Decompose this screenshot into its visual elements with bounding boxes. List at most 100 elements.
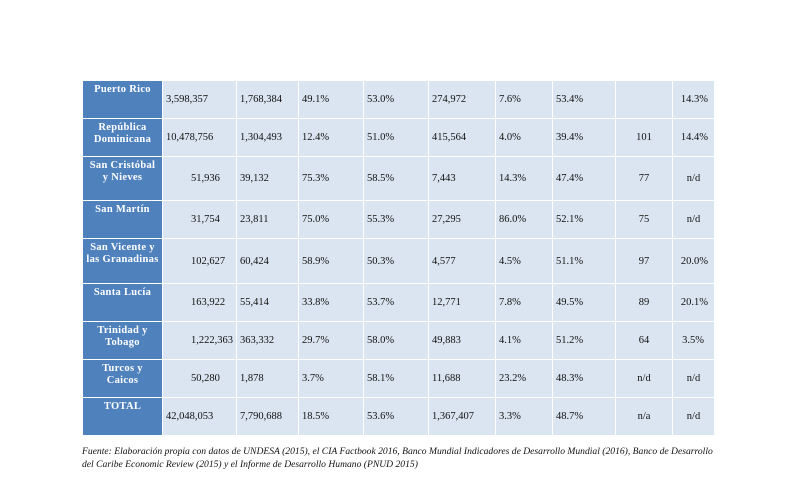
table-cell: 49.5% bbox=[552, 283, 616, 322]
table-cell: 7.6% bbox=[495, 80, 553, 119]
table-cell: 4.0% bbox=[495, 118, 553, 157]
table-cell: 51.2% bbox=[552, 321, 616, 360]
table-row: Turcos y Caicos 50,280 1,878 3.7% 58.1% … bbox=[82, 359, 715, 398]
source-footnote: Fuente: Elaboración propia con datos de … bbox=[82, 446, 713, 470]
table-cell: 1,222,363 bbox=[162, 321, 237, 360]
row-label: San Vicente y las Granadinas bbox=[82, 238, 163, 284]
table-cell: 101 bbox=[615, 118, 673, 157]
table-cell: n/a bbox=[615, 397, 673, 436]
table-cell: 47.4% bbox=[552, 156, 616, 201]
table-cell: 102,627 bbox=[162, 238, 237, 284]
table-cell: 14.4% bbox=[672, 118, 715, 157]
table-cell: 7.8% bbox=[495, 283, 553, 322]
table-row: Trinidad y Tobago 1,222,363 363,332 29.7… bbox=[82, 321, 715, 360]
row-label: República Dominicana bbox=[82, 118, 163, 157]
table-cell: 3,598,357 bbox=[162, 80, 237, 119]
table-cell: 53.7% bbox=[363, 283, 429, 322]
table-cell: 53.0% bbox=[363, 80, 429, 119]
table-cell: 415,564 bbox=[428, 118, 496, 157]
table-cell: 49.1% bbox=[298, 80, 364, 119]
table-cell: 49,883 bbox=[428, 321, 496, 360]
table-cell: 31,754 bbox=[162, 200, 237, 239]
table-cell: 12,771 bbox=[428, 283, 496, 322]
table-cell: 33.8% bbox=[298, 283, 364, 322]
table-cell: 18.5% bbox=[298, 397, 364, 436]
table-cell: 55,414 bbox=[236, 283, 299, 322]
table-cell: 3.7% bbox=[298, 359, 364, 398]
table-cell: 4.1% bbox=[495, 321, 553, 360]
table-cell: 60,424 bbox=[236, 238, 299, 284]
table-cell: 3.5% bbox=[672, 321, 715, 360]
table-cell: 7,790,688 bbox=[236, 397, 299, 436]
table-cell: 14.3% bbox=[672, 80, 715, 119]
table-cell: 1,367,407 bbox=[428, 397, 496, 436]
table-cell: 4,577 bbox=[428, 238, 496, 284]
table-cell: 20.0% bbox=[672, 238, 715, 284]
table-cell: 4.5% bbox=[495, 238, 553, 284]
table-cell: 53.6% bbox=[363, 397, 429, 436]
table-cell: 86.0% bbox=[495, 200, 553, 239]
table-row: Santa Lucía 163,922 55,414 33.8% 53.7% 1… bbox=[82, 283, 715, 322]
table-cell: 1,768,384 bbox=[236, 80, 299, 119]
row-label: Trinidad y Tobago bbox=[82, 321, 163, 360]
row-label: San Martín bbox=[82, 200, 163, 239]
table-cell: 58.9% bbox=[298, 238, 364, 284]
table-row: Puerto Rico 3,598,357 1,768,384 49.1% 53… bbox=[82, 80, 715, 119]
table-cell: 77 bbox=[615, 156, 673, 201]
table-cell: 23.2% bbox=[495, 359, 553, 398]
table-row: TOTAL 42,048,053 7,790,688 18.5% 53.6% 1… bbox=[82, 397, 715, 436]
table-cell: 58.0% bbox=[363, 321, 429, 360]
table-cell: 27,295 bbox=[428, 200, 496, 239]
table-cell: 42,048,053 bbox=[162, 397, 237, 436]
table-cell: 12.4% bbox=[298, 118, 364, 157]
table-row: República Dominicana 10,478,756 1,304,49… bbox=[82, 118, 715, 157]
table-cell: 75.3% bbox=[298, 156, 364, 201]
table-cell: 48.7% bbox=[552, 397, 616, 436]
table-cell: 50,280 bbox=[162, 359, 237, 398]
table-cell: 10,478,756 bbox=[162, 118, 237, 157]
table-cell: 51.0% bbox=[363, 118, 429, 157]
table-row: San Martín 31,754 23,811 75.0% 55.3% 27,… bbox=[82, 200, 715, 239]
table-cell: 97 bbox=[615, 238, 673, 284]
table-cell bbox=[615, 80, 673, 119]
table-body: Puerto Rico 3,598,357 1,768,384 49.1% 53… bbox=[82, 80, 715, 436]
table-cell: 64 bbox=[615, 321, 673, 360]
table-cell: 14.3% bbox=[495, 156, 553, 201]
table-cell: n/d bbox=[615, 359, 673, 398]
table-cell: 20.1% bbox=[672, 283, 715, 322]
row-label: Santa Lucía bbox=[82, 283, 163, 322]
table-cell: 29.7% bbox=[298, 321, 364, 360]
table-cell: 39.4% bbox=[552, 118, 616, 157]
table-cell: 11,688 bbox=[428, 359, 496, 398]
table-cell: 363,332 bbox=[236, 321, 299, 360]
table-cell: 274,972 bbox=[428, 80, 496, 119]
table-cell: 53.4% bbox=[552, 80, 616, 119]
row-label: San Cristóbal y Nieves bbox=[82, 156, 163, 201]
data-table-container: Puerto Rico 3,598,357 1,768,384 49.1% 53… bbox=[82, 80, 715, 436]
table-cell: n/d bbox=[672, 397, 715, 436]
table-cell: 3.3% bbox=[495, 397, 553, 436]
table-cell: 1,878 bbox=[236, 359, 299, 398]
table-cell: n/d bbox=[672, 156, 715, 201]
table-row: San Cristóbal y Nieves 51,936 39,132 75.… bbox=[82, 156, 715, 201]
table-cell: 23,811 bbox=[236, 200, 299, 239]
row-label: Turcos y Caicos bbox=[82, 359, 163, 398]
table-cell: 48.3% bbox=[552, 359, 616, 398]
table-cell: 58.5% bbox=[363, 156, 429, 201]
table-cell: 52.1% bbox=[552, 200, 616, 239]
row-label: Puerto Rico bbox=[82, 80, 163, 119]
table-cell: 7,443 bbox=[428, 156, 496, 201]
table-cell: n/d bbox=[672, 359, 715, 398]
row-label: TOTAL bbox=[82, 397, 163, 436]
table-cell: 55.3% bbox=[363, 200, 429, 239]
table-cell: 39,132 bbox=[236, 156, 299, 201]
table-cell: 51,936 bbox=[162, 156, 237, 201]
table-cell: n/d bbox=[672, 200, 715, 239]
table-cell: 50.3% bbox=[363, 238, 429, 284]
table-row: San Vicente y las Granadinas 102,627 60,… bbox=[82, 238, 715, 284]
table-cell: 163,922 bbox=[162, 283, 237, 322]
table-cell: 75.0% bbox=[298, 200, 364, 239]
table-cell: 89 bbox=[615, 283, 673, 322]
data-table: Puerto Rico 3,598,357 1,768,384 49.1% 53… bbox=[82, 80, 715, 436]
table-cell: 51.1% bbox=[552, 238, 616, 284]
